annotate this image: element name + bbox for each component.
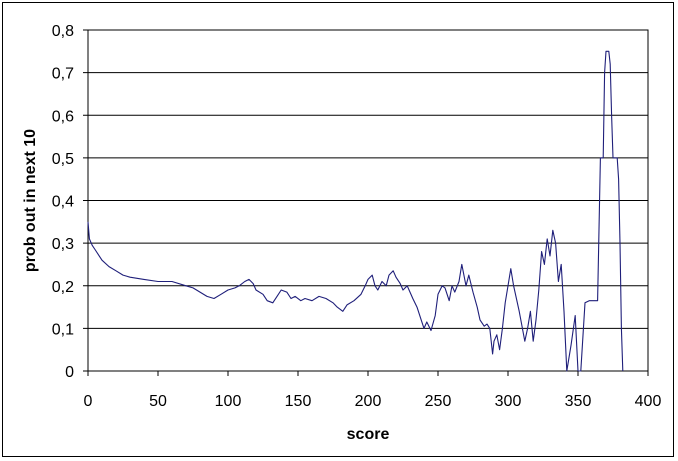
chart-frame: [2, 2, 674, 457]
x-tick-label: 150: [285, 393, 312, 410]
y-tick-label: 0,1: [52, 321, 74, 338]
x-tick-label: 350: [565, 393, 592, 410]
x-tick-label: 0: [84, 393, 93, 410]
x-tick-label: 50: [149, 393, 167, 410]
y-axis-ticks: 0 0,1 0,2 0,3 0,4 0,5 0,6 0,7 0,8: [52, 23, 88, 381]
x-axis-ticks: 0 50 100 150 200 250 300 350 400: [84, 371, 662, 410]
y-tick-label: 0,4: [52, 194, 74, 211]
x-tick-label: 300: [495, 393, 522, 410]
x-tick-label: 250: [425, 393, 452, 410]
y-tick-label: 0,6: [52, 108, 74, 125]
x-tick-label: 400: [635, 393, 662, 410]
y-tick-label: 0,3: [52, 236, 74, 253]
y-tick-label: 0,5: [52, 151, 74, 168]
series-line: [87, 50, 624, 372]
y-axis-title: prob out in next 10: [22, 129, 39, 272]
y-tick-label: 0: [65, 364, 74, 381]
y-tick-label: 0,7: [52, 66, 74, 83]
y-tick-label: 0,2: [52, 279, 74, 296]
series-layer: [87, 50, 624, 372]
x-tick-label: 100: [215, 393, 242, 410]
x-axis-title: score: [347, 426, 390, 443]
x-tick-label: 200: [355, 393, 382, 410]
y-tick-label: 0,8: [52, 23, 74, 40]
